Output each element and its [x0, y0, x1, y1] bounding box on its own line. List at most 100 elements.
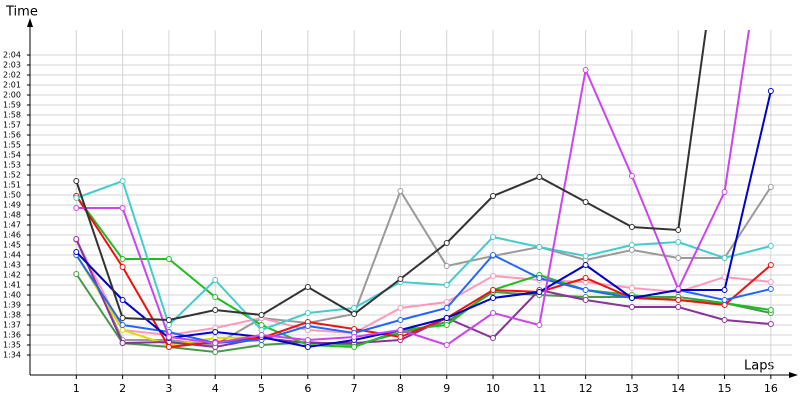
data-point [628, 295, 635, 301]
data-point [304, 344, 311, 350]
data-point [397, 334, 404, 340]
x-tick-label: 7 [351, 382, 358, 395]
data-point [490, 310, 497, 316]
x-tick-label: 9 [443, 382, 450, 395]
data-point [582, 199, 589, 205]
y-tick-label: 2:01 [3, 81, 21, 90]
data-point [443, 315, 450, 321]
data-point [258, 332, 265, 338]
series-line [75, 90, 772, 349]
axes [27, 18, 798, 378]
y-tick-label: 1:53 [3, 161, 21, 170]
data-point [443, 342, 450, 348]
data-point [582, 275, 589, 281]
x-tick-label: 8 [397, 382, 404, 395]
data-point [582, 287, 589, 293]
y-tick-label: 1:43 [3, 261, 21, 270]
data-point [675, 286, 682, 292]
data-point [675, 255, 682, 261]
y-axis-label: Time [5, 5, 38, 20]
data-point [73, 178, 80, 184]
y-tick-label: 1:36 [3, 331, 21, 340]
data-point [119, 327, 126, 333]
data-point [443, 263, 450, 269]
x-tick-label: 11 [532, 382, 546, 395]
y-tick-label: 1:41 [3, 281, 21, 290]
data-point [119, 256, 126, 262]
data-point [675, 304, 682, 310]
data-point [675, 297, 682, 303]
data-point [73, 195, 80, 201]
data-point [165, 322, 172, 328]
series-lines [73, 30, 774, 355]
x-tick-label: 1 [73, 382, 80, 395]
series-line [75, 179, 772, 332]
data-point [443, 282, 450, 288]
y-tick-label: 1:54 [3, 151, 21, 160]
data-point [443, 305, 450, 311]
data-point [351, 334, 358, 340]
series-line [75, 186, 772, 347]
data-point [490, 295, 497, 301]
x-tick-label: 3 [165, 382, 172, 395]
data-point [490, 193, 497, 199]
x-tick-label: 15 [718, 382, 732, 395]
data-point [767, 262, 774, 268]
y-tick-label: 1:44 [3, 251, 21, 260]
data-point [628, 224, 635, 230]
data-point [767, 286, 774, 292]
data-point [443, 322, 450, 328]
x-tick-label: 6 [304, 382, 311, 395]
x-tick-label: 14 [671, 382, 685, 395]
data-point [767, 184, 774, 190]
data-point [258, 342, 265, 348]
data-point [582, 297, 589, 303]
y-tick-label: 1:38 [3, 311, 21, 320]
x-tick-label: 12 [579, 382, 593, 395]
y-tick-label: 1:57 [3, 121, 21, 130]
data-point [490, 252, 497, 258]
data-point [582, 262, 589, 268]
data-point [304, 337, 311, 343]
y-tick-label: 1:56 [3, 131, 21, 140]
y-tick-label: 1:45 [3, 241, 21, 250]
x-tick-label: 5 [258, 382, 265, 395]
data-point [351, 344, 358, 350]
data-point [490, 335, 497, 341]
data-point [119, 297, 126, 303]
y-tick-label: 1:55 [3, 141, 21, 150]
data-point [582, 253, 589, 259]
y-tick-label: 2:02 [3, 71, 21, 80]
data-point [767, 307, 774, 313]
y-tick-label: 2:03 [3, 61, 21, 70]
data-point [536, 322, 543, 328]
y-tick-label: 1:48 [3, 211, 21, 220]
y-tick-label: 1:34 [3, 351, 21, 360]
data-point [165, 334, 172, 340]
data-point [443, 240, 450, 246]
data-point [628, 247, 635, 253]
data-point [73, 271, 80, 277]
data-point [490, 234, 497, 240]
y-tick-label: 2:00 [3, 91, 21, 100]
data-point [582, 67, 589, 73]
data-point [73, 236, 80, 242]
data-point [119, 315, 126, 321]
x-tick-label: 10 [486, 382, 500, 395]
data-point [119, 340, 126, 346]
data-point [119, 178, 126, 184]
data-point [212, 349, 219, 355]
data-point [721, 255, 728, 261]
data-point [397, 305, 404, 311]
series-line [75, 195, 772, 349]
data-point [165, 344, 172, 350]
x-axis-label: Laps [744, 359, 774, 374]
y-tick-label: 1:37 [3, 321, 21, 330]
data-point [628, 285, 635, 291]
data-point [397, 317, 404, 323]
y-tick-label: 1:49 [3, 201, 21, 210]
data-point [721, 297, 728, 303]
data-point [304, 310, 311, 316]
x-tick-label: 4 [212, 382, 219, 395]
data-point [767, 243, 774, 249]
